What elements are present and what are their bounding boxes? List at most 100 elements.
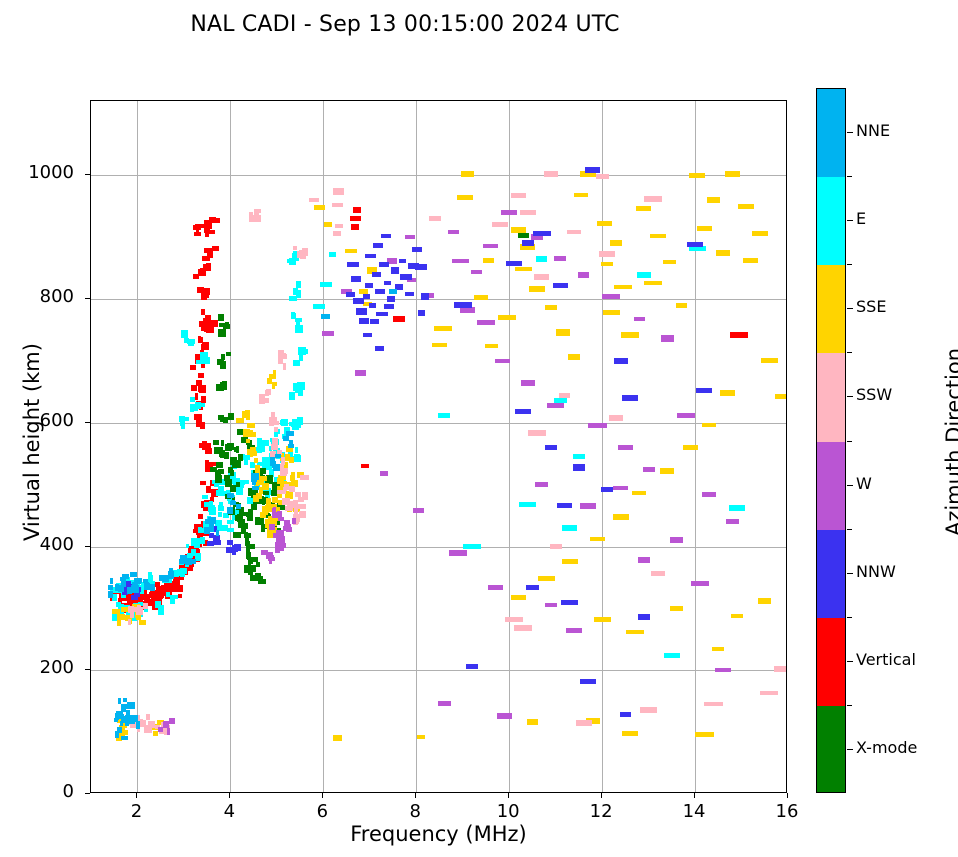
data-point-e xyxy=(264,492,270,500)
data-point-sse xyxy=(761,358,778,364)
data-point-ssw xyxy=(127,618,132,625)
data-point-ssw xyxy=(258,396,266,405)
data-point-vertical xyxy=(204,447,212,455)
data-point-sse xyxy=(545,305,557,311)
data-point-nne xyxy=(167,571,174,579)
data-point-nnw xyxy=(545,445,557,450)
data-point-x-mode xyxy=(263,491,269,496)
data-point-sse xyxy=(712,647,725,652)
x-tick-label: 10 xyxy=(496,801,520,822)
data-point-sse xyxy=(254,458,259,464)
data-point-nnw xyxy=(585,167,601,174)
data-point-e xyxy=(288,392,296,400)
data-point-nne xyxy=(251,485,260,490)
data-point-nne xyxy=(230,500,235,506)
data-point-w xyxy=(477,319,495,326)
data-point-vertical xyxy=(199,442,203,448)
data-point-vertical xyxy=(205,467,212,472)
data-point-ssw xyxy=(139,719,144,726)
data-point-x-mode xyxy=(255,517,261,525)
data-point-e xyxy=(298,353,304,361)
data-point-sse xyxy=(431,342,447,348)
data-point-vertical xyxy=(170,587,177,593)
data-point-sse xyxy=(266,497,272,506)
data-point-nnw xyxy=(383,280,392,285)
data-point-w xyxy=(279,542,286,548)
data-point-w xyxy=(355,370,366,377)
data-point-nne xyxy=(121,715,128,722)
data-point-w xyxy=(158,727,163,732)
data-point-x-mode xyxy=(244,531,249,539)
data-point-nnw xyxy=(394,283,403,290)
data-point-e xyxy=(181,424,186,429)
data-point-x-mode xyxy=(247,562,252,568)
data-point-ssw xyxy=(141,720,146,727)
data-point-sse xyxy=(474,295,489,301)
data-point-ssw xyxy=(429,216,441,221)
data-point-w xyxy=(386,257,398,264)
data-point-x-mode xyxy=(517,233,529,239)
colorbar xyxy=(816,88,846,793)
data-point-nne xyxy=(114,583,120,591)
data-point-nnw xyxy=(619,712,631,718)
data-point-x-mode xyxy=(233,532,242,539)
data-point-ssw xyxy=(294,508,299,515)
data-point-e xyxy=(189,406,194,413)
data-point-w xyxy=(494,358,510,364)
data-point-e xyxy=(328,251,337,258)
data-point-w xyxy=(278,546,284,552)
data-point-vertical xyxy=(200,308,205,315)
data-point-nnw xyxy=(373,243,383,249)
data-point-vertical xyxy=(178,574,185,581)
grid-line-vertical xyxy=(323,101,325,792)
data-point-sse xyxy=(707,197,720,203)
data-point-sse xyxy=(526,719,539,726)
data-point-sse xyxy=(265,518,272,525)
data-point-x-mode xyxy=(245,511,252,517)
data-point-sse xyxy=(738,203,755,209)
data-point-e xyxy=(124,577,131,583)
data-point-vertical xyxy=(199,385,206,393)
data-point-vertical xyxy=(194,414,202,420)
data-point-x-mode xyxy=(230,484,236,492)
data-point-x-mode xyxy=(217,468,224,475)
data-point-vertical xyxy=(209,217,217,223)
data-point-ssw xyxy=(265,389,269,397)
data-point-e xyxy=(232,515,238,520)
data-point-x-mode xyxy=(226,351,232,356)
data-point-e xyxy=(110,586,118,593)
data-point-ssw xyxy=(297,497,305,502)
data-point-e xyxy=(293,288,298,295)
data-point-x-mode xyxy=(272,482,276,490)
data-point-w xyxy=(566,628,583,634)
data-point-x-mode xyxy=(248,488,256,497)
data-point-vertical xyxy=(216,217,221,223)
data-point-nne xyxy=(227,492,234,499)
data-point-vertical xyxy=(185,553,189,559)
data-point-sse xyxy=(602,310,621,316)
x-tick-label: 6 xyxy=(316,801,329,822)
data-point-nnw xyxy=(362,332,372,338)
data-point-w xyxy=(531,234,543,241)
data-point-e xyxy=(232,478,240,483)
data-point-ssw xyxy=(285,506,293,512)
data-point-ssw xyxy=(644,195,663,202)
data-point-sse xyxy=(272,506,281,515)
data-point-sse xyxy=(278,485,286,491)
data-point-sse xyxy=(498,314,516,321)
data-point-nne xyxy=(120,576,127,582)
data-point-nne xyxy=(150,584,156,591)
data-point-sse xyxy=(613,284,633,289)
data-point-nnw xyxy=(369,318,380,324)
colorbar-segment-nne xyxy=(817,89,845,178)
data-point-vertical xyxy=(145,593,150,601)
data-point-w xyxy=(520,380,535,386)
data-point-nnw xyxy=(418,309,426,316)
data-point-e xyxy=(290,313,297,318)
data-point-w xyxy=(617,445,633,450)
data-point-sse xyxy=(485,343,499,349)
colorbar-tick xyxy=(847,660,853,662)
data-point-vertical xyxy=(361,463,370,469)
data-point-nnw xyxy=(214,539,222,546)
